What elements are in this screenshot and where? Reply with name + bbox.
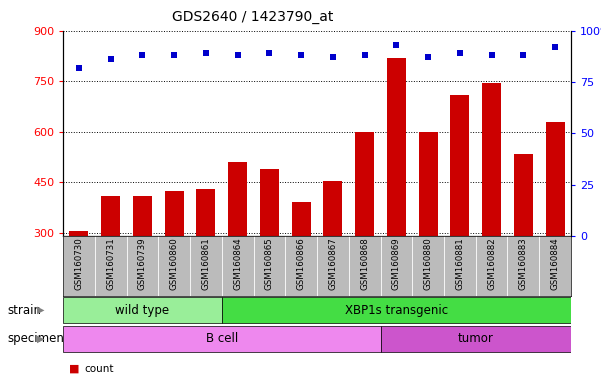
Bar <box>291 202 311 236</box>
Text: GDS2640 / 1423790_at: GDS2640 / 1423790_at <box>172 10 333 23</box>
Bar <box>546 122 564 236</box>
Point <box>201 50 211 56</box>
Text: GSM160883: GSM160883 <box>519 237 528 290</box>
Text: ■: ■ <box>69 364 79 374</box>
Text: GSM160882: GSM160882 <box>487 237 496 290</box>
Text: GSM160865: GSM160865 <box>265 237 274 290</box>
Bar <box>482 83 501 236</box>
Point <box>455 50 465 56</box>
Bar <box>380 326 571 352</box>
Text: GSM160884: GSM160884 <box>551 237 560 290</box>
Point <box>233 52 242 58</box>
Point <box>106 56 115 63</box>
Text: GSM160739: GSM160739 <box>138 237 147 290</box>
Bar <box>418 132 438 236</box>
Point <box>138 52 147 58</box>
Point <box>328 55 338 61</box>
Point <box>296 52 306 58</box>
Bar <box>323 180 343 236</box>
Text: tumor: tumor <box>458 333 493 345</box>
Text: strain: strain <box>8 304 42 316</box>
Text: GSM160881: GSM160881 <box>456 237 465 290</box>
Text: GSM160869: GSM160869 <box>392 237 401 290</box>
Bar <box>101 197 120 236</box>
Bar <box>228 162 247 236</box>
Text: GSM160868: GSM160868 <box>360 237 369 290</box>
Bar <box>197 189 215 236</box>
Bar <box>63 326 380 352</box>
Text: B cell: B cell <box>206 333 238 345</box>
Text: wild type: wild type <box>115 304 169 316</box>
Point <box>423 55 433 61</box>
Text: GSM160861: GSM160861 <box>201 237 210 290</box>
Text: count: count <box>84 364 114 374</box>
Bar <box>450 95 469 236</box>
Bar <box>387 58 406 236</box>
Point <box>519 52 528 58</box>
Point <box>360 52 370 58</box>
Text: GSM160731: GSM160731 <box>106 237 115 290</box>
Point <box>551 44 560 50</box>
Text: GSM160866: GSM160866 <box>297 237 306 290</box>
Bar <box>222 297 571 323</box>
Text: GSM160864: GSM160864 <box>233 237 242 290</box>
Bar <box>514 154 533 236</box>
Text: GSM160867: GSM160867 <box>328 237 337 290</box>
Text: GSM160880: GSM160880 <box>424 237 433 290</box>
Text: ▶: ▶ <box>37 334 44 344</box>
Point <box>169 52 179 58</box>
Bar <box>133 196 152 236</box>
Point <box>74 65 84 71</box>
Bar <box>165 191 184 236</box>
Point <box>264 50 274 56</box>
Bar <box>70 231 88 236</box>
Bar <box>355 132 374 236</box>
Text: GSM160730: GSM160730 <box>75 237 84 290</box>
Text: specimen: specimen <box>8 333 65 345</box>
Point <box>487 52 496 58</box>
Text: ▶: ▶ <box>37 305 44 315</box>
Text: XBP1s transgenic: XBP1s transgenic <box>345 304 448 316</box>
Bar <box>260 169 279 236</box>
Text: GSM160860: GSM160860 <box>169 237 178 290</box>
Point <box>392 42 401 48</box>
Bar <box>63 297 222 323</box>
